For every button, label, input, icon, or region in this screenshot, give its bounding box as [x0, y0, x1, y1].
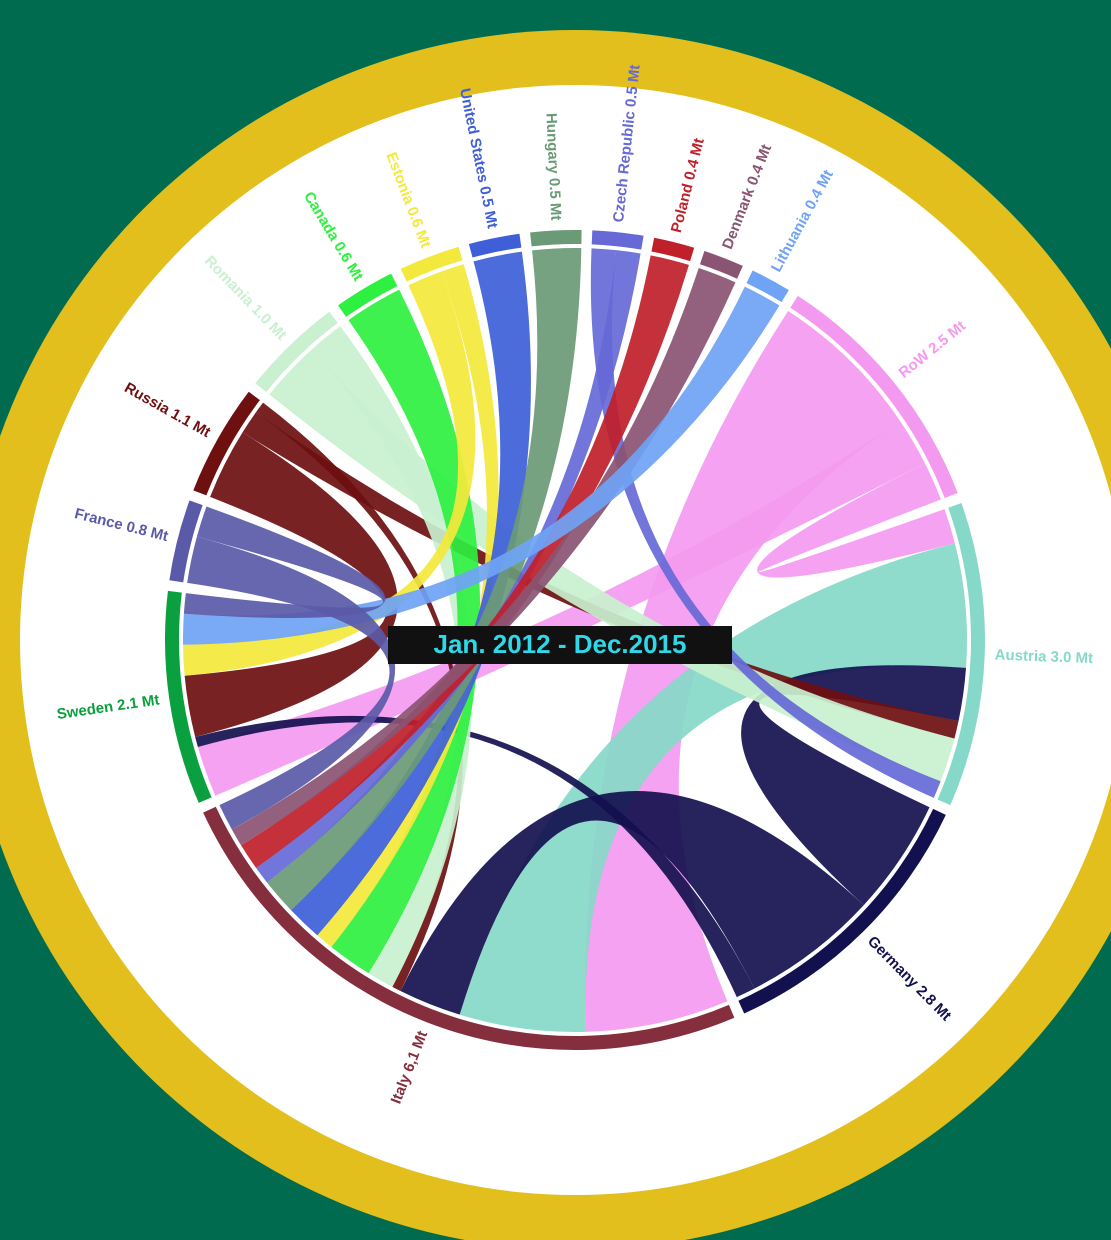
page: United States 0.5 MtHungary 0.5 MtCzech … — [0, 0, 1111, 1240]
chart-title: Jan. 2012 - Dec.2015 — [434, 629, 687, 659]
arc — [530, 230, 582, 246]
chart: United States 0.5 MtHungary 0.5 MtCzech … — [0, 0, 1111, 1240]
node-label: Austria 3.0 Mt — [994, 646, 1093, 667]
